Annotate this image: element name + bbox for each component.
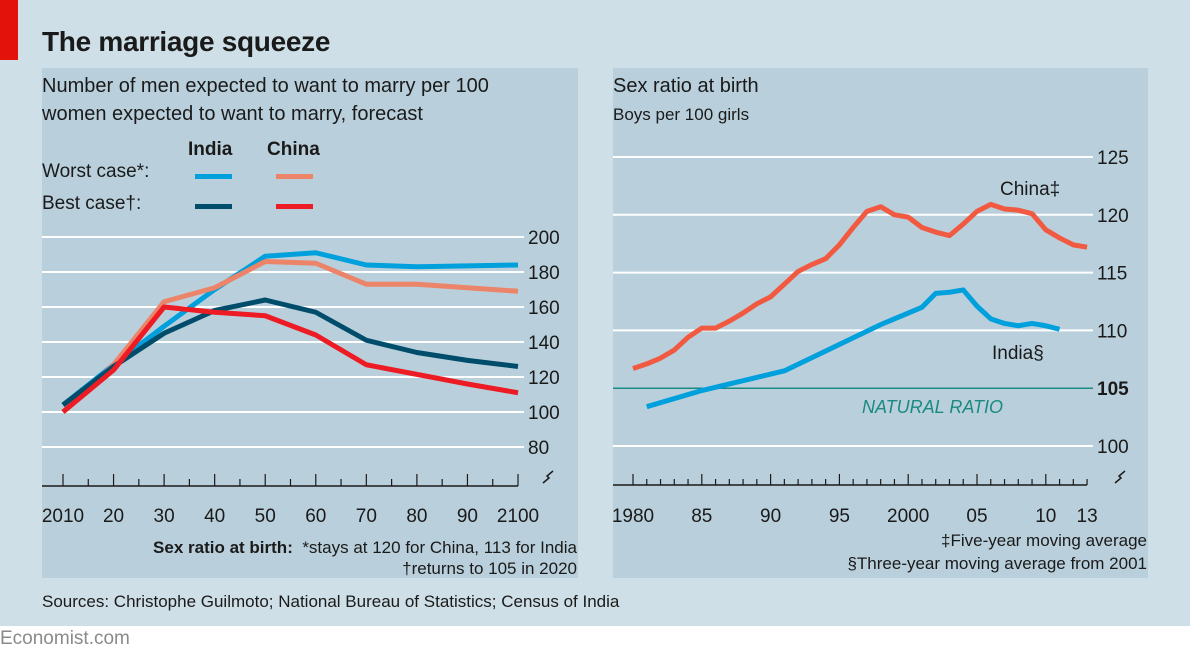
left-subtitle-line1: Number of men expected to want to marry … [42, 75, 489, 97]
y-tick-label: 160 [528, 298, 560, 319]
left-chart: 80 100 120 140 160 180 200 2010 20 30 40 50 60 70 80 90… [42, 228, 560, 527]
right-footnote-1: ‡Five-year moving average [941, 531, 1147, 550]
y-tick-label: 200 [528, 228, 560, 249]
x-tick-label: 20 [103, 506, 124, 527]
left-subtitle-line2: women expected to want to marry, forecas… [42, 103, 423, 125]
india-series-label: India§ [992, 343, 1044, 364]
left-chart-panel [42, 68, 578, 578]
brand-footer: Economist.com [0, 628, 130, 649]
y-tick-label: 100 [528, 403, 560, 424]
y-tick-label: 140 [528, 333, 560, 354]
x-tick-label: 60 [305, 506, 326, 527]
x-tick-label: 2100 [497, 506, 539, 527]
series-line-india [646, 287, 1061, 410]
legend-swatch-india-best [195, 204, 232, 209]
y-tick-label: 80 [528, 438, 549, 459]
legend-swatch-china-worst [276, 174, 313, 179]
legend-swatch-china-best [276, 204, 313, 209]
china-series-label: China‡ [1000, 179, 1060, 200]
x-tick-label: 05 [966, 506, 987, 527]
page-title: The marriage squeeze [42, 26, 331, 57]
natural-ratio-label: NATURAL RATIO [862, 397, 1003, 417]
brand-red-bar [0, 0, 18, 60]
y-tick-label: 180 [528, 263, 560, 284]
left-footnote-2: †returns to 105 in 2020 [402, 559, 577, 578]
y-tick-label: 125 [1097, 148, 1129, 169]
right-unit-label: Boys per 100 girls [613, 105, 750, 124]
x-tick-label: 2000 [887, 506, 929, 527]
x-tick-label: 80 [406, 506, 427, 527]
x-tick-label: 30 [154, 506, 175, 527]
left-footnote-1: Sex ratio at birth: *stays at 120 for Ch… [153, 538, 577, 558]
x-tick-label: 10 [1035, 506, 1056, 527]
footnote-text-1: *stays at 120 for China, 113 for India [302, 538, 577, 557]
legend-col-india: India [188, 139, 233, 160]
y-tick-label: 110 [1097, 321, 1127, 342]
x-tick-label: 70 [356, 506, 377, 527]
y-tick-label: 115 [1097, 264, 1127, 285]
x-tick-label: 50 [255, 506, 276, 527]
legend-swatch-india-worst [195, 174, 232, 179]
series-line-china [632, 201, 1088, 371]
x-tick-label: 1980 [612, 506, 654, 527]
y-tick-label: 120 [1097, 206, 1129, 227]
footnote-label: Sex ratio at birth: [153, 538, 293, 557]
legend-row-worst: Worst case*: [42, 161, 150, 182]
right-chart: 100 105 110 115 120 125 1980 85 90 95 2000 05 10 13 [612, 148, 1129, 527]
x-tick-label: 13 [1077, 506, 1098, 527]
right-subtitle: Sex ratio at birth [613, 75, 759, 97]
axis-break-icon [1114, 470, 1126, 484]
x-tick-label: 95 [829, 506, 850, 527]
x-tick-label: 85 [691, 506, 712, 527]
series-line-china-best-case [61, 304, 519, 414]
right-footnote-2: §Three-year moving average from 2001 [847, 554, 1147, 573]
y-tick-label: 100 [1097, 437, 1129, 458]
sources: Sources: Christophe Guilmoto; National B… [42, 592, 620, 611]
x-tick-label: 90 [760, 506, 781, 527]
x-tick-label: 90 [457, 506, 478, 527]
series-line-india-worst-case [61, 250, 519, 407]
series-line-india-best-case [61, 297, 519, 407]
x-tick-label: 2010 [42, 506, 84, 527]
y-tick-label: 120 [528, 368, 560, 389]
y-tick-label: 105 [1097, 379, 1129, 400]
legend-col-china: China [267, 139, 320, 160]
legend-row-best: Best case†: [42, 193, 142, 214]
series-line-china-worst-case [61, 259, 519, 414]
axis-break-icon [542, 470, 554, 484]
x-tick-label: 40 [204, 506, 225, 527]
